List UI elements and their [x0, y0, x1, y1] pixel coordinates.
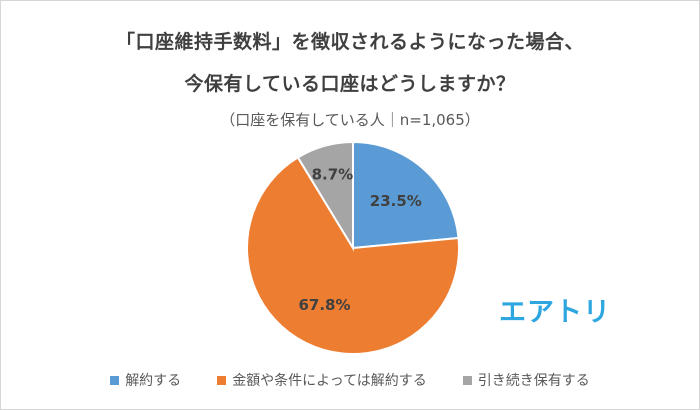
- chart-subtitle: （口座を保有している人｜n=1,065）: [220, 111, 480, 129]
- data-label-conditional: 67.8%: [298, 296, 350, 314]
- data-label-keep: 8.7%: [312, 166, 354, 184]
- legend-item-keep: 引き続き保有する: [462, 370, 590, 390]
- data-label-kaiyaku: 23.5%: [370, 192, 422, 210]
- chart-title-line-2: 今保有している口座はどうしますか？: [184, 73, 516, 95]
- pie-slice-conditional: [246, 156, 460, 355]
- legend-item-conditional: 金額や条件によっては解約する: [217, 370, 427, 390]
- legend-swatch: [462, 375, 472, 385]
- legend-label: 解約する: [125, 373, 182, 389]
- legend-label: 引き続き保有する: [477, 373, 590, 389]
- legend-label: 金額や条件によっては解約する: [232, 373, 427, 389]
- legend-item-kaiyaku: 解約する: [110, 370, 181, 390]
- brand-logo: エアトリ: [499, 297, 611, 328]
- legend-swatch: [110, 375, 120, 385]
- chart-legend: 解約する 金額や条件によっては解約する 引き続き保有する: [1, 370, 699, 390]
- pie-slice-keep: [296, 140, 354, 252]
- chart-title-line-1: 「口座維持手数料」を徴収されるようになった場合、: [115, 31, 584, 53]
- legend-swatch: [217, 375, 227, 385]
- pie-slice-kaiyaku: [352, 140, 460, 250]
